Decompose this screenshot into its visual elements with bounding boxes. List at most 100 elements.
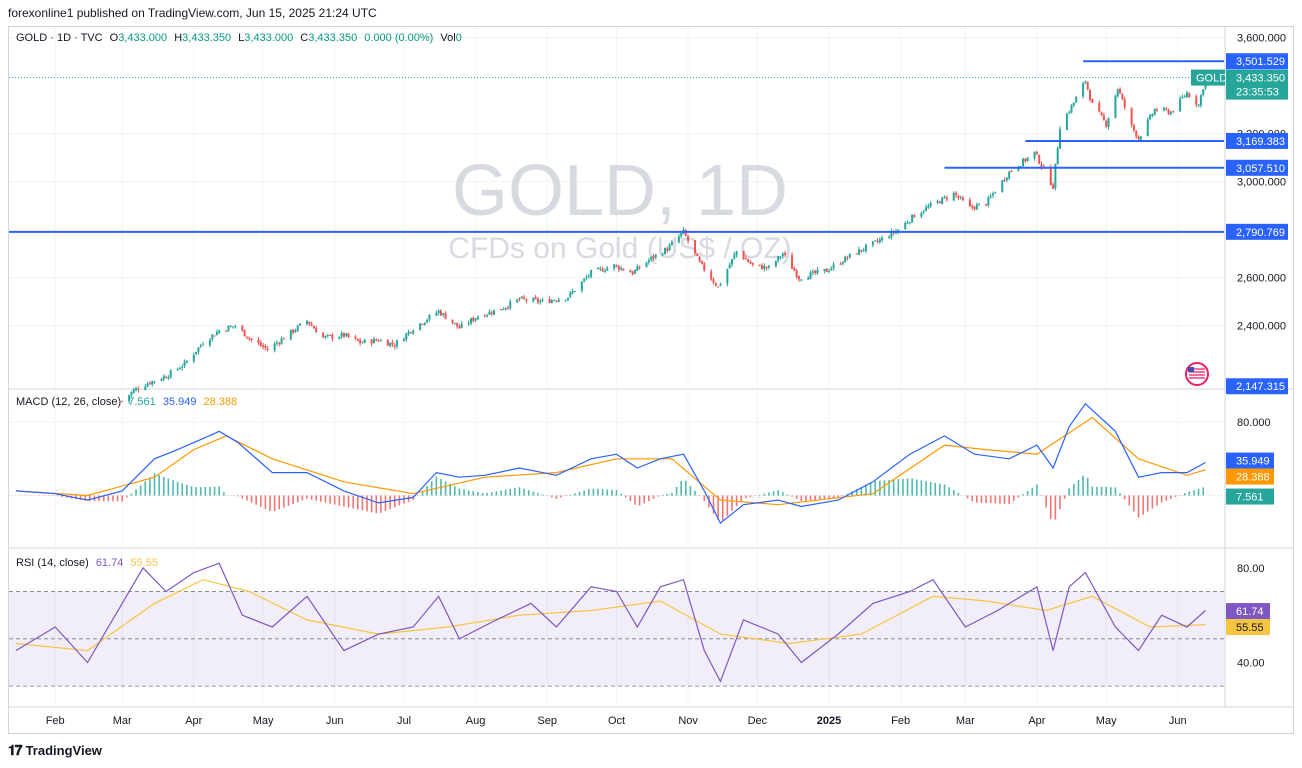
macd-histogram-bar — [874, 481, 877, 496]
candle-body — [245, 336, 248, 338]
candle — [1195, 94, 1198, 108]
candle-body — [751, 262, 754, 265]
candle — [864, 243, 867, 254]
candle — [1072, 102, 1075, 108]
candle-body — [973, 206, 976, 210]
macd-histogram-bar — [1142, 495, 1144, 515]
candle-body — [1049, 166, 1052, 185]
candle — [439, 309, 442, 316]
macd-histogram-bar — [758, 494, 761, 496]
macd-histogram-bar — [541, 494, 544, 496]
candle-body — [356, 338, 359, 341]
candle — [645, 261, 648, 268]
candle-body — [326, 334, 329, 336]
macd-histogram-bar — [213, 486, 216, 496]
macd-histogram-bar — [537, 493, 539, 496]
candle — [359, 337, 362, 346]
candle — [1003, 177, 1006, 182]
candle — [816, 267, 819, 276]
candle-body — [1026, 157, 1029, 161]
candle — [971, 203, 974, 211]
candle-body — [938, 201, 941, 204]
candle — [1156, 107, 1159, 112]
macd-histogram-bar — [689, 485, 692, 496]
macd-histogram-bar — [190, 486, 193, 496]
candle-body — [1070, 105, 1073, 113]
candle — [557, 297, 560, 303]
candle — [677, 233, 680, 244]
candle-body — [275, 342, 278, 344]
macd-histogram-bar — [1096, 486, 1098, 496]
candle-body — [273, 343, 276, 351]
candle-body — [744, 258, 747, 260]
candle — [929, 200, 932, 209]
macd-histogram-bar — [514, 488, 516, 496]
candle-body — [536, 298, 539, 303]
footer-brand[interactable]: 𝟏𝟕 TradingView — [8, 742, 102, 759]
level-price-tag — [1226, 378, 1288, 395]
candle-body — [315, 328, 318, 333]
candle-body — [1151, 114, 1154, 116]
candle-body — [920, 212, 923, 217]
candle — [800, 279, 803, 282]
candle-body — [814, 270, 817, 274]
macd-signal-line — [15, 416, 1206, 506]
candle-body — [779, 256, 782, 258]
legend-symbol[interactable]: GOLD · 1D · TVC — [16, 32, 103, 44]
macd-histogram-bar — [121, 495, 123, 502]
candle — [583, 277, 586, 283]
candle — [927, 203, 930, 210]
candle-body — [331, 334, 334, 339]
candle — [483, 313, 486, 318]
macd-histogram-bar — [1156, 495, 1158, 506]
rsi-value-tag — [1226, 603, 1270, 620]
candle-body — [844, 256, 847, 263]
candle-body — [322, 332, 325, 338]
chart-frame[interactable] — [8, 26, 1294, 734]
candle-body — [1197, 104, 1200, 106]
macd-legend-hist: 7.561 — [128, 396, 156, 408]
candle-body — [1114, 95, 1117, 118]
macd-histogram-bar — [675, 486, 678, 496]
candle — [243, 329, 246, 337]
candle — [795, 268, 798, 279]
macd-histogram-bar — [768, 492, 770, 496]
candle — [807, 276, 810, 280]
candle — [1001, 179, 1004, 193]
macd-histogram-bar — [1068, 488, 1071, 496]
candle — [289, 329, 292, 341]
candle-body — [1033, 151, 1036, 159]
candle-body — [1040, 164, 1043, 168]
candle — [1151, 113, 1154, 118]
candle — [858, 246, 861, 256]
candle — [1084, 80, 1087, 85]
candle-body — [345, 333, 348, 337]
candle — [389, 342, 392, 348]
candle — [146, 381, 149, 388]
candle-body — [712, 279, 715, 283]
last-price-tag — [1226, 69, 1288, 100]
candle — [185, 360, 188, 364]
candle-body — [569, 292, 572, 297]
candle-body — [135, 388, 138, 391]
candle — [1149, 113, 1152, 121]
candle — [742, 250, 745, 260]
candle — [305, 319, 308, 326]
candle-body — [585, 277, 588, 279]
candle-body — [211, 334, 214, 340]
macd-value-label: 7.561 — [1236, 492, 1264, 504]
macd-histogram-bar — [1183, 493, 1186, 496]
candle-body — [437, 310, 440, 314]
macd-histogram-bar — [310, 495, 313, 500]
rsi-legend-name[interactable]: RSI (14, close) — [16, 557, 89, 569]
candle — [312, 325, 315, 329]
candle-body — [613, 264, 616, 269]
candle — [717, 286, 720, 288]
candle-body — [670, 241, 673, 245]
candle — [888, 234, 891, 239]
candle-body — [1121, 94, 1124, 100]
macd-histogram-bar — [172, 480, 174, 496]
macd-legend-name[interactable]: MACD (12, 26, close) — [16, 396, 122, 408]
candle-body — [421, 323, 424, 325]
